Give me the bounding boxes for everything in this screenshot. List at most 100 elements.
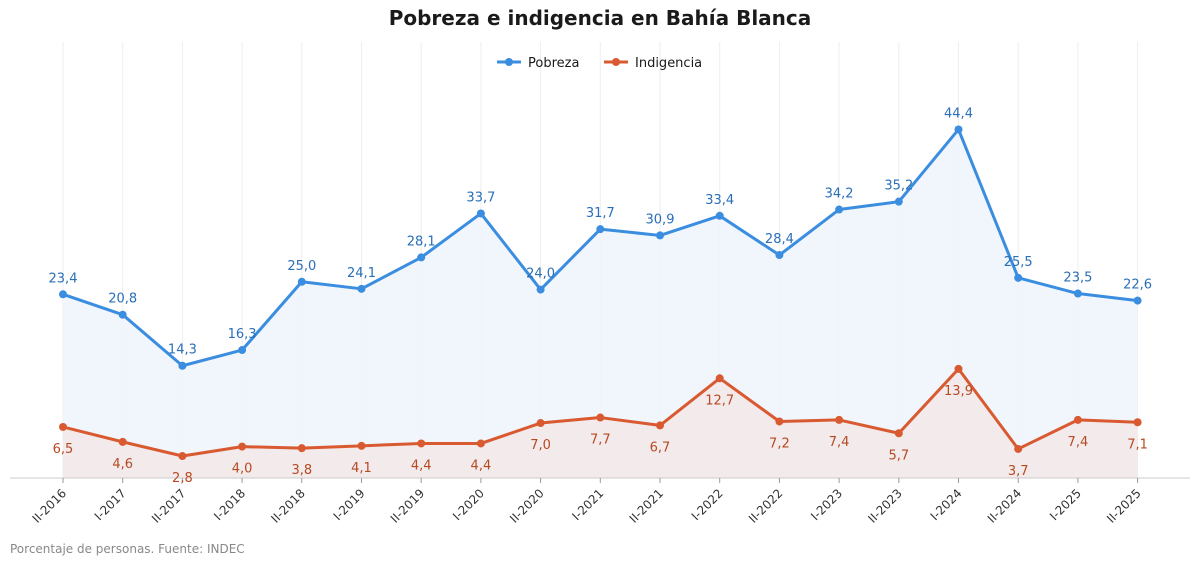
x-tick-label: I-2025 [1047, 486, 1084, 523]
data-label-indigencia: 6,5 [53, 442, 74, 457]
legend-item-indigencia: Indigencia [604, 56, 702, 71]
legend-label-indigencia: Indigencia [635, 56, 702, 71]
data-label-pobreza: 44,4 [944, 106, 973, 121]
point-indigencia [835, 415, 844, 424]
data-label-pobreza: 23,5 [1063, 271, 1092, 286]
point-indigencia [178, 452, 187, 461]
legend-item-pobreza: Pobreza [497, 56, 579, 71]
point-indigencia [954, 364, 963, 373]
data-label-indigencia: 13,9 [944, 384, 973, 399]
legend: Pobreza Indigencia [497, 56, 702, 71]
point-pobreza [596, 225, 605, 234]
x-tick-label: I-2018 [211, 486, 248, 523]
x-tick-label: II-2018 [268, 486, 308, 526]
data-label-pobreza: 16,3 [228, 327, 257, 342]
x-tick-label: I-2021 [569, 486, 606, 523]
data-label-indigencia: 4,6 [112, 457, 133, 472]
x-tick-label: I-2023 [808, 486, 845, 523]
legend-marker-pobreza [505, 58, 513, 66]
x-tick-label: II-2024 [985, 486, 1025, 526]
point-indigencia [357, 441, 366, 450]
point-pobreza [954, 125, 963, 134]
x-tick-label: II-2022 [746, 486, 786, 526]
point-indigencia [238, 442, 247, 451]
data-label-indigencia: 7,7 [590, 433, 611, 448]
x-tick-label: I-2022 [689, 486, 726, 523]
data-label-indigencia: 4,0 [232, 462, 253, 477]
data-label-pobreza: 25,0 [287, 259, 316, 274]
x-tick-label: I-2020 [450, 486, 487, 523]
x-tick-label: II-2021 [627, 486, 667, 526]
point-pobreza [715, 211, 724, 220]
data-label-pobreza: 31,7 [586, 206, 615, 221]
series-lines [59, 125, 1142, 461]
data-label-pobreza: 34,2 [825, 187, 854, 202]
point-pobreza [118, 310, 127, 319]
point-indigencia [656, 421, 664, 430]
x-tick-label: I-2017 [92, 486, 129, 523]
chart-title: Pobreza e indigencia en Bahía Blanca [389, 6, 812, 30]
point-pobreza [238, 346, 247, 355]
x-tick-label: II-2023 [865, 486, 905, 526]
point-pobreza [297, 277, 306, 286]
point-indigencia [775, 417, 784, 426]
point-pobreza [1073, 289, 1082, 298]
data-label-pobreza: 24,0 [526, 267, 555, 282]
x-axis-ticks: II-2016 I-2017 II-2017 I-2018 II-2018 I-2019 I… [30, 478, 1144, 526]
data-label-pobreza: 28,4 [765, 232, 794, 247]
point-pobreza [59, 290, 67, 299]
point-pobreza [536, 285, 545, 294]
point-indigencia [715, 374, 724, 383]
point-indigencia [118, 437, 127, 446]
point-indigencia [59, 422, 67, 431]
point-indigencia [536, 419, 545, 428]
data-label-indigencia: 4,4 [471, 458, 492, 473]
area-indigencia [63, 368, 1138, 478]
legend-marker-indigencia [612, 58, 620, 66]
data-label-indigencia: 6,7 [650, 440, 671, 455]
point-indigencia [476, 439, 485, 448]
series-areas [63, 129, 1138, 478]
x-tick-label: I-2024 [928, 486, 965, 523]
data-label-indigencia: 7,4 [1068, 435, 1089, 450]
point-pobreza [835, 205, 844, 214]
footnote: Porcentaje de personas. Fuente: INDEC [10, 542, 245, 556]
x-tick-label: II-2019 [388, 486, 428, 526]
data-label-pobreza: 33,4 [705, 193, 734, 208]
data-label-indigencia: 4,4 [411, 458, 432, 473]
point-pobreza [775, 251, 784, 260]
data-label-indigencia: 3,7 [1008, 464, 1029, 479]
data-labels: 23,4 20,8 14,3 16,3 25,0 24,1 28,1 33,7 24,0 31,7… [49, 106, 1153, 486]
point-pobreza [894, 197, 903, 206]
data-label-indigencia: 7,1 [1127, 437, 1148, 452]
point-pobreza [656, 231, 664, 240]
point-pobreza [178, 361, 187, 370]
data-label-pobreza: 23,4 [49, 271, 78, 286]
point-indigencia [1014, 444, 1023, 453]
x-tick-label: I-2019 [331, 486, 368, 523]
point-indigencia [417, 439, 426, 448]
x-tick-label: II-2016 [30, 486, 70, 526]
data-label-indigencia: 5,7 [888, 448, 909, 463]
point-pobreza [417, 253, 426, 262]
x-tick-label: II-2017 [149, 486, 189, 526]
point-pobreza [1133, 296, 1142, 305]
data-label-indigencia: 7,0 [530, 438, 551, 453]
data-label-indigencia: 7,2 [769, 436, 790, 451]
data-label-pobreza: 33,7 [466, 190, 495, 205]
data-label-pobreza: 22,6 [1123, 278, 1152, 293]
x-tick-label: II-2020 [507, 486, 547, 526]
data-label-pobreza: 14,3 [168, 343, 197, 358]
point-indigencia [894, 429, 903, 438]
data-label-pobreza: 24,1 [347, 266, 376, 281]
data-label-indigencia: 4,1 [351, 461, 372, 476]
data-label-indigencia: 3,8 [291, 463, 312, 478]
point-indigencia [1133, 418, 1142, 427]
data-label-pobreza: 30,9 [646, 212, 675, 227]
data-label-indigencia: 7,4 [829, 435, 850, 450]
point-pobreza [476, 209, 485, 218]
x-tick-label: II-2025 [1104, 486, 1144, 526]
legend-label-pobreza: Pobreza [528, 56, 579, 71]
data-label-indigencia: 12,7 [705, 393, 734, 408]
